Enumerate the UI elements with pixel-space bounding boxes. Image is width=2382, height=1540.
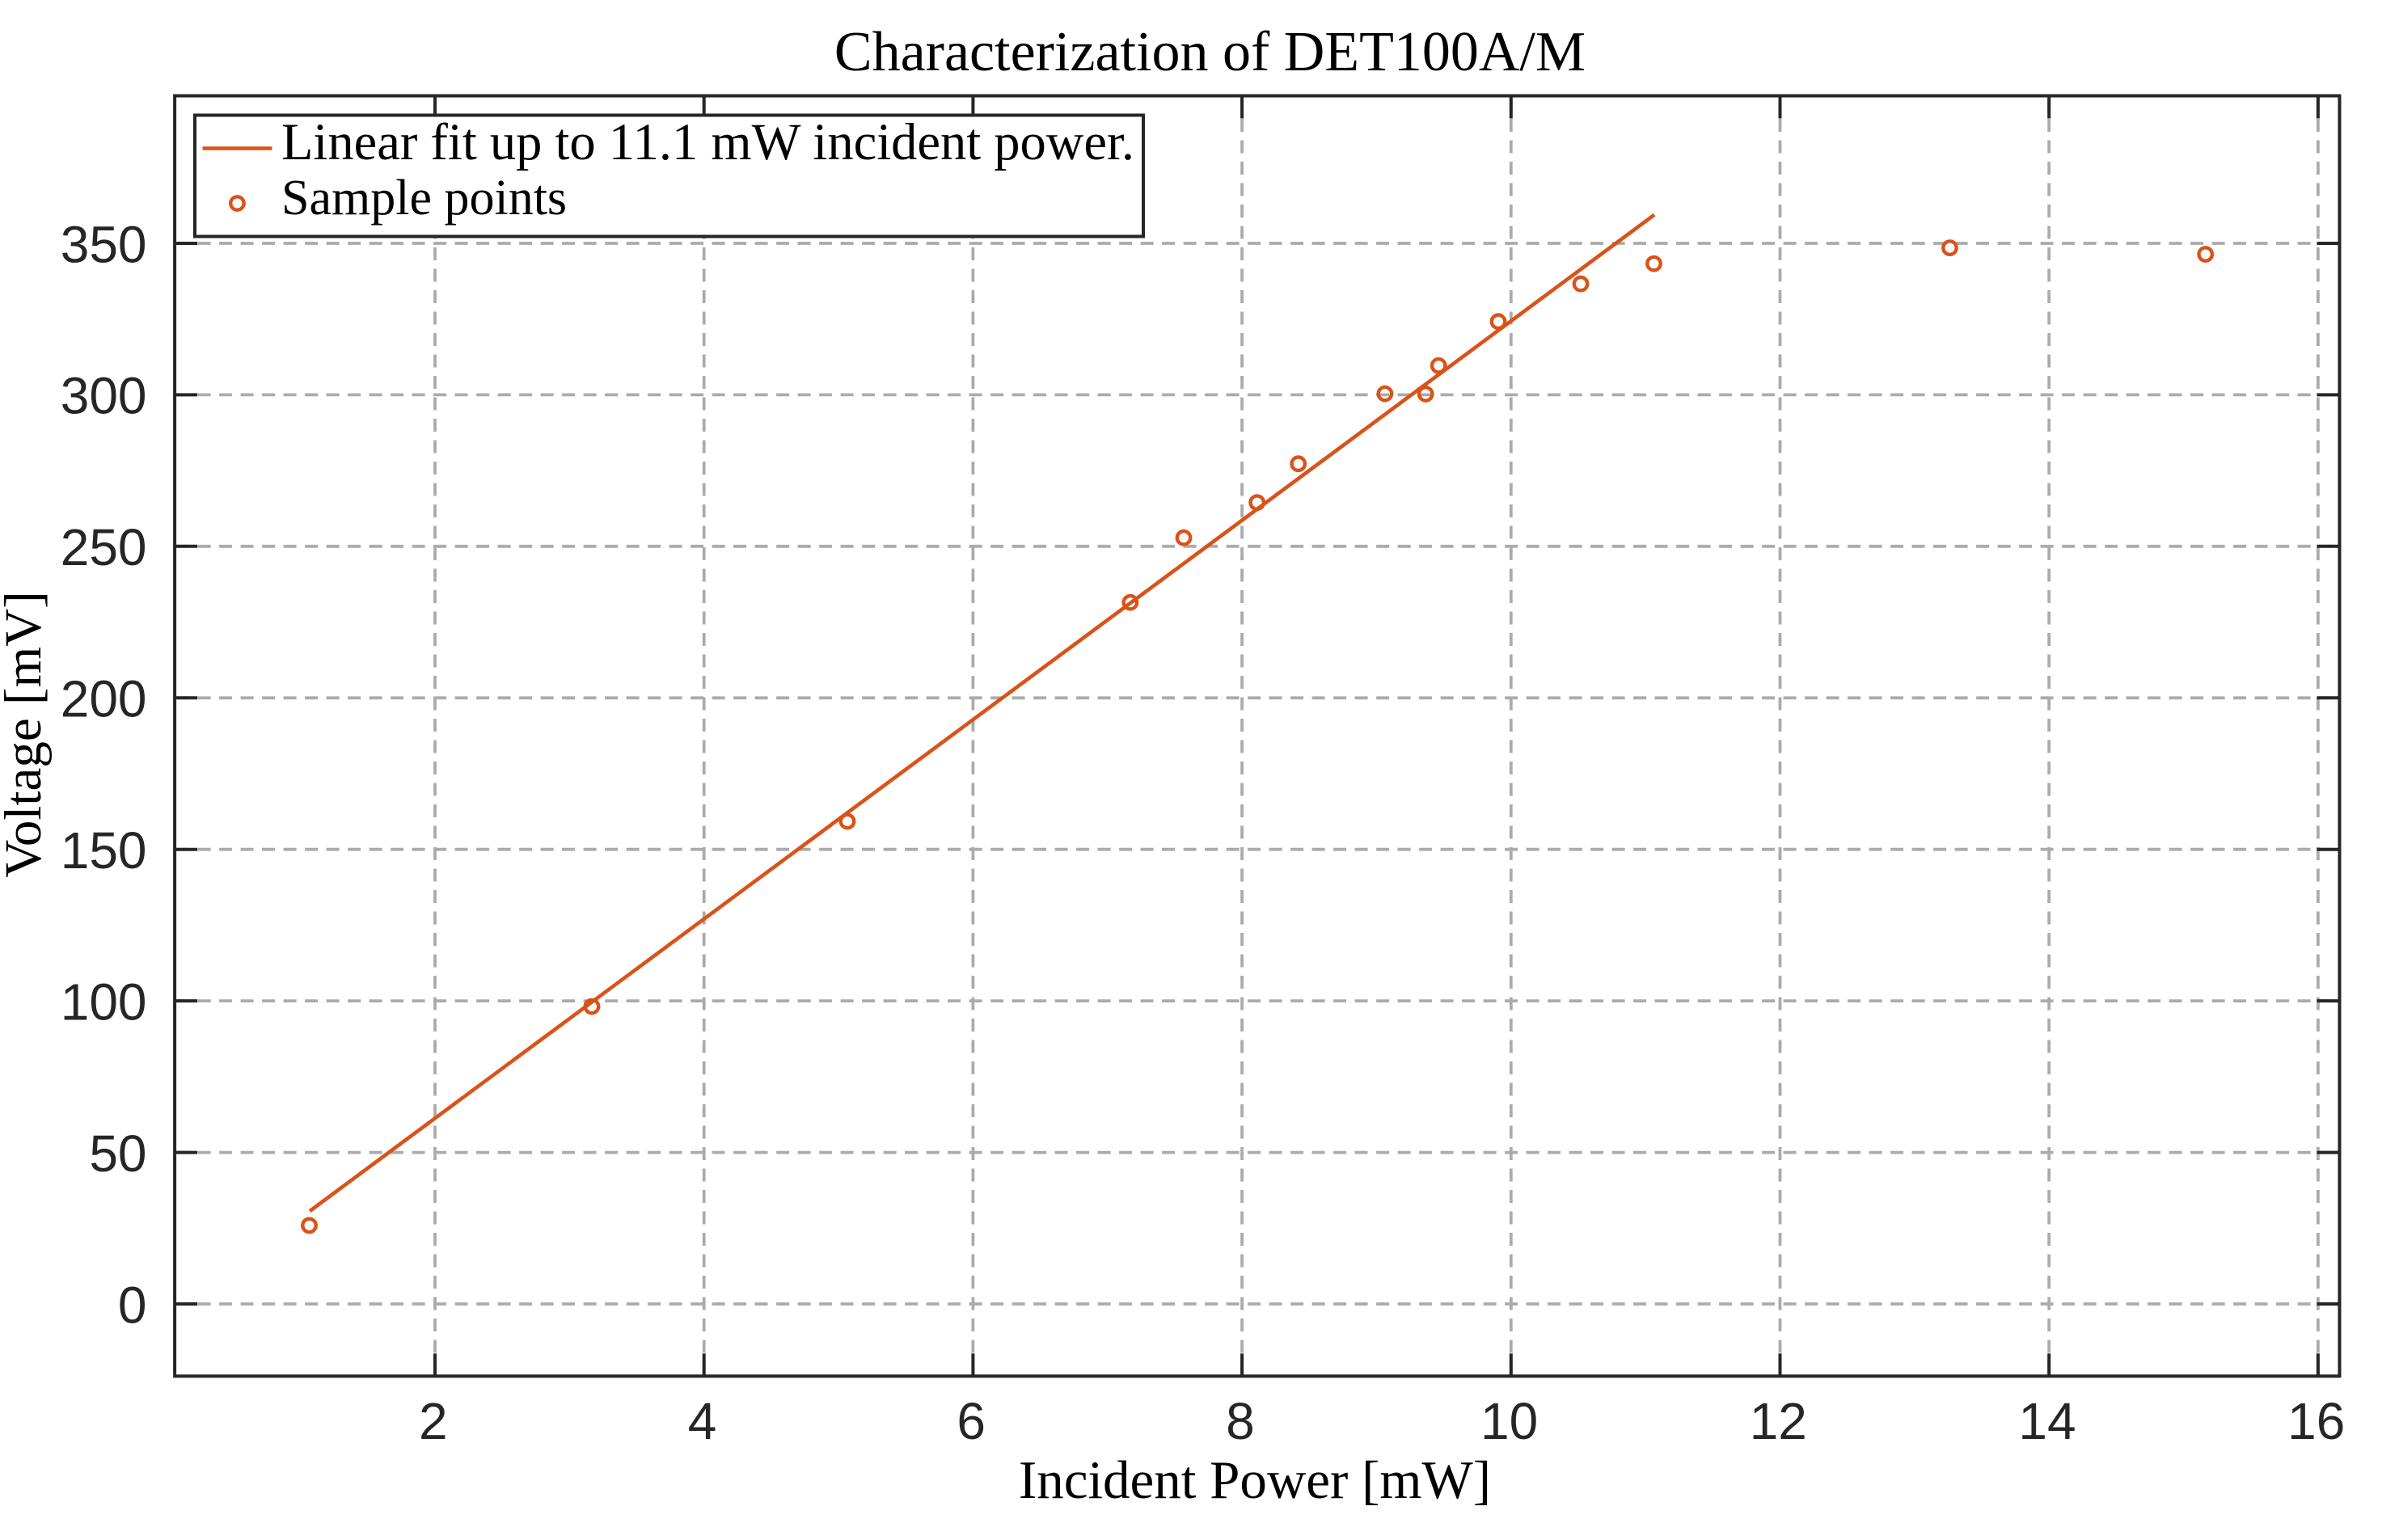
svg-text:Sample points: Sample points bbox=[281, 171, 567, 226]
svg-text:16: 16 bbox=[2287, 1392, 2345, 1450]
svg-text:Linear fit up to 11.1 mW incid: Linear fit up to 11.1 mW incident power. bbox=[281, 113, 1134, 171]
svg-text:2: 2 bbox=[419, 1392, 448, 1450]
svg-text:0: 0 bbox=[118, 1276, 147, 1334]
svg-text:4: 4 bbox=[688, 1392, 717, 1450]
svg-text:50: 50 bbox=[89, 1124, 146, 1183]
svg-text:150: 150 bbox=[61, 821, 147, 880]
svg-text:Incident Power [mW]: Incident Power [mW] bbox=[1019, 1450, 1491, 1510]
svg-text:250: 250 bbox=[61, 518, 147, 576]
svg-text:100: 100 bbox=[61, 973, 147, 1032]
svg-text:200: 200 bbox=[61, 670, 147, 728]
svg-text:10: 10 bbox=[1480, 1392, 1538, 1450]
svg-text:6: 6 bbox=[957, 1392, 986, 1450]
svg-text:Voltage [mV]: Voltage [mV] bbox=[0, 591, 53, 877]
svg-text:Characterization of DET100A/M: Characterization of DET100A/M bbox=[834, 21, 1586, 83]
svg-text:350: 350 bbox=[61, 215, 147, 273]
svg-text:12: 12 bbox=[1750, 1392, 1807, 1450]
svg-text:14: 14 bbox=[2018, 1392, 2076, 1450]
svg-text:300: 300 bbox=[61, 367, 147, 425]
svg-text:8: 8 bbox=[1226, 1392, 1255, 1450]
